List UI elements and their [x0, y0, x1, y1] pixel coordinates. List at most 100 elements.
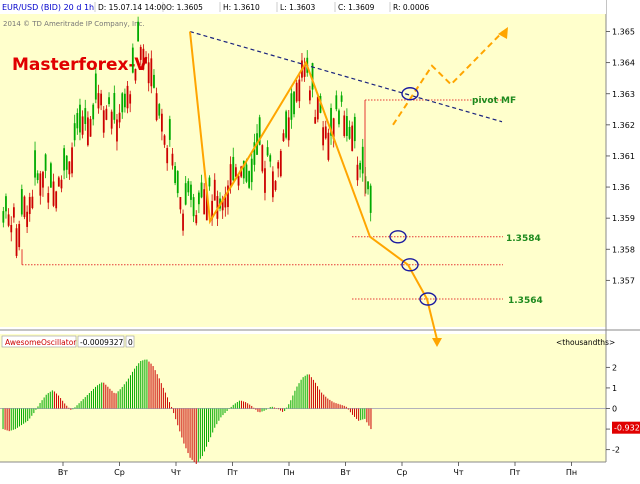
- candle-body: [361, 146, 364, 174]
- candle-body: [195, 214, 198, 224]
- candle-body: [290, 93, 293, 120]
- candle-body: [10, 224, 13, 233]
- osc-y-tick-label: 2: [612, 363, 617, 372]
- candle-body: [5, 196, 7, 212]
- candle-body: [330, 107, 332, 136]
- header-field-5: R: 0.0006: [393, 3, 429, 12]
- header-field-0: D: 15.07.14 14:00: [98, 3, 166, 12]
- candle-body: [221, 198, 224, 211]
- level-circle-marker: [401, 87, 419, 101]
- candle-body: [303, 64, 306, 77]
- candle-body: [269, 155, 272, 162]
- mf-v-pattern-line: [189, 31, 438, 340]
- candle-body: [60, 179, 63, 189]
- candle-body: [166, 147, 169, 164]
- candle-body: [171, 153, 174, 166]
- candle-body: [203, 189, 206, 215]
- candle-body: [121, 93, 124, 113]
- candle-body: [92, 104, 95, 120]
- candle-body: [176, 171, 179, 194]
- candle-body: [153, 74, 155, 88]
- candle-body: [179, 196, 182, 210]
- x-tick-label: Пн: [566, 468, 577, 477]
- candle-body: [298, 79, 301, 102]
- candle-body: [142, 48, 145, 70]
- candle-body: [71, 147, 73, 174]
- y-tick-label: 1.357: [612, 276, 635, 285]
- candle-body: [110, 111, 113, 129]
- candle-body: [277, 162, 280, 169]
- candle-body: [293, 91, 295, 115]
- candle-body: [7, 214, 10, 226]
- candle-body: [227, 185, 229, 208]
- main-panel-bg: [0, 0, 606, 327]
- candle-body: [311, 63, 314, 90]
- candle-body: [168, 119, 171, 140]
- header-field-3: L: 1.3603: [280, 3, 316, 12]
- candle-body: [49, 163, 52, 188]
- header-fields: D: 15.07.14 14:00 O: 1.3605 H: 1.3610 L: 1.…: [94, 2, 429, 12]
- candle-body: [324, 126, 327, 139]
- candle-body: [36, 173, 39, 181]
- candle-body: [285, 111, 288, 138]
- axis-layer: 1.365 1.364 1.363 1.362 1.361 1.36 1.359 1.358 1…: [58, 28, 640, 477]
- candle-body: [367, 181, 369, 190]
- candle-body: [232, 156, 235, 181]
- candle-body: [211, 200, 214, 220]
- y-tick-label: 1.365: [612, 28, 635, 37]
- candle-body: [338, 110, 340, 125]
- candle-body: [126, 85, 129, 109]
- header-symbol[interactable]: EUR/USD (BID) 20 d 1h: [2, 3, 94, 12]
- candle-body: [224, 194, 227, 208]
- pattern-arrowhead-down: [432, 338, 442, 347]
- candle-body: [163, 135, 166, 145]
- candle-body: [182, 213, 184, 231]
- candle-body: [314, 117, 317, 124]
- candle-body: [187, 181, 190, 193]
- candle-body: [145, 56, 147, 64]
- chart-title-masterforex: Masterforex-V: [12, 55, 148, 75]
- candle-body: [234, 167, 237, 177]
- osc-y-tick-label: 0: [612, 405, 617, 414]
- y-tick-label: 1.358: [612, 245, 635, 254]
- osc-scale-label: <thousandths>: [556, 338, 615, 347]
- candle-body: [100, 93, 103, 106]
- osc-layer: [0, 359, 606, 464]
- candle-body: [274, 181, 277, 190]
- level-circle-marker: [401, 258, 419, 272]
- candle-body: [229, 164, 232, 187]
- candle-body: [242, 160, 245, 179]
- candle-body: [26, 211, 29, 227]
- candle-body: [57, 177, 60, 187]
- candle-body: [197, 192, 200, 205]
- x-tick-label: Пт: [227, 468, 238, 477]
- candle-body: [68, 161, 71, 175]
- osc-y-tick-label: 1: [612, 384, 617, 393]
- candle-body: [150, 58, 153, 87]
- candle-body: [84, 108, 87, 124]
- copyright-text: 2014 © TD Ameritrade IP Company, Inc.: [3, 20, 145, 28]
- candle-body: [200, 182, 203, 198]
- candle-body: [192, 197, 195, 217]
- candle-body: [279, 150, 282, 177]
- osc-param-box: [125, 335, 135, 348]
- candle-body: [359, 162, 362, 170]
- candle-body: [55, 191, 58, 209]
- candle-body: [81, 116, 84, 135]
- candle-body: [253, 142, 256, 165]
- candle-body: [34, 150, 36, 178]
- candle-body: [316, 96, 319, 120]
- projection-arrowhead-up: [498, 27, 508, 39]
- osc-value-badge: [612, 421, 640, 434]
- candle-body: [264, 168, 266, 193]
- x-tick-label: Пн: [283, 468, 294, 477]
- candle-body: [155, 93, 158, 121]
- candle-body: [245, 164, 248, 182]
- osc-value-box: [77, 335, 125, 348]
- osc-label-box[interactable]: [1, 335, 77, 348]
- candle-body: [63, 148, 66, 171]
- osc-y-tick-label: -2: [612, 446, 620, 455]
- candle-body: [271, 171, 274, 198]
